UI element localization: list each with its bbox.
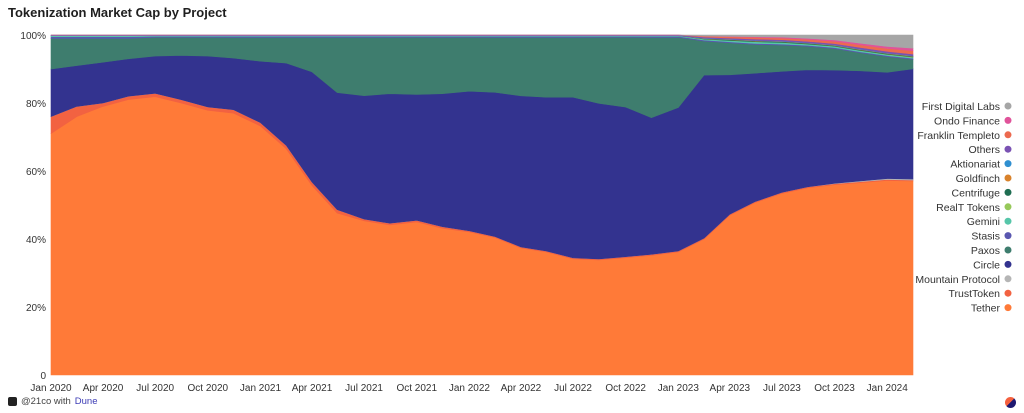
legend-swatch-icon: [1004, 275, 1012, 283]
legend-swatch-icon: [1004, 131, 1012, 139]
legend-label: Mountain Protocol: [915, 274, 1000, 286]
y-tick-label: 100%: [20, 31, 46, 42]
legend-swatch-icon: [1004, 102, 1012, 110]
legend-swatch-icon: [1004, 304, 1012, 312]
legend-item-first-digital-labs[interactable]: First Digital Labs: [922, 101, 1012, 113]
y-tick-label: 40%: [26, 235, 46, 246]
x-tick-label: Apr 2023: [710, 383, 751, 394]
footer: @21co with Dune: [8, 396, 98, 407]
x-tick-label: Jul 2023: [763, 383, 801, 394]
dune-brand-icon: [1005, 397, 1016, 408]
legend-swatch-icon: [1004, 232, 1012, 240]
area-first-digital-labs[interactable]: [51, 34, 914, 49]
x-tick-label: Jan 2024: [867, 383, 909, 394]
legend-item-stasis[interactable]: Stasis: [971, 231, 1012, 243]
x-tick-label: Oct 2023: [814, 383, 855, 394]
legend-swatch-icon: [1004, 246, 1012, 254]
x-tick-label: Oct 2021: [396, 383, 437, 394]
legend-item-goldfinch[interactable]: Goldfinch: [956, 173, 1012, 185]
legend-label: Paxos: [971, 245, 1000, 257]
legend-label: Circle: [973, 259, 1000, 271]
legend-label: Franklin Templeto: [917, 130, 1000, 142]
legend-item-tether[interactable]: Tether: [971, 303, 1012, 315]
legend-label: TrustToken: [948, 288, 1000, 300]
x-tick-label: Jul 2021: [345, 383, 383, 394]
x-tick-label: Jul 2020: [136, 383, 174, 394]
legend-label: Aktionariat: [950, 159, 1000, 171]
x-tick-label: Apr 2022: [501, 383, 542, 394]
legend-label: Tether: [971, 303, 1001, 315]
legend-swatch-icon: [1004, 145, 1012, 153]
legend-swatch-icon: [1004, 289, 1012, 297]
legend-label: Stasis: [971, 231, 1000, 243]
legend-item-circle[interactable]: Circle: [973, 259, 1012, 271]
y-tick-label: 60%: [26, 167, 46, 178]
legend-item-aktionariat[interactable]: Aktionariat: [950, 159, 1012, 171]
y-axis: 0 20% 40% 60% 80% 100%: [20, 31, 46, 382]
legend-item-centrifuge[interactable]: Centrifuge: [952, 187, 1012, 199]
legend-label: Centrifuge: [952, 187, 1001, 199]
legend-swatch-icon: [1004, 203, 1012, 211]
legend-label: Gemini: [967, 216, 1000, 228]
legend-label: Ondo Finance: [934, 115, 1000, 127]
legend-item-gemini[interactable]: Gemini: [967, 216, 1012, 228]
x-tick-label: Apr 2020: [83, 383, 124, 394]
legend-label: First Digital Labs: [922, 101, 1000, 113]
x-tick-label: Jan 2023: [658, 383, 700, 394]
legend-swatch-icon: [1004, 260, 1012, 268]
x-tick-label: Oct 2020: [188, 383, 229, 394]
legend-item-ondo-finance[interactable]: Ondo Finance: [934, 115, 1012, 127]
y-tick-label: 80%: [26, 99, 46, 110]
legend-item-paxos[interactable]: Paxos: [971, 245, 1012, 257]
legend: First Digital Labs Ondo Finance Franklin T…: [915, 101, 1012, 315]
legend-item-others[interactable]: Others: [968, 144, 1012, 156]
legend-item-franklin-templeto[interactable]: Franklin Templeto: [917, 130, 1012, 142]
x-tick-label: Jul 2022: [554, 383, 592, 394]
legend-item-trusttoken[interactable]: TrustToken: [948, 288, 1012, 300]
legend-label: Others: [968, 144, 1000, 156]
legend-item-mountain-protocol[interactable]: Mountain Protocol: [915, 274, 1012, 286]
legend-label: Goldfinch: [956, 173, 1001, 185]
x-tick-label: Jan 2021: [240, 383, 282, 394]
footer-author: @21co with: [21, 396, 71, 407]
y-tick-label: 0: [40, 371, 46, 382]
x-tick-label: Jan 2020: [30, 383, 72, 394]
x-tick-label: Oct 2022: [605, 383, 646, 394]
chart-title: Tokenization Market Cap by Project: [8, 5, 227, 20]
legend-item-realt-tokens[interactable]: RealT Tokens: [936, 202, 1012, 214]
legend-swatch-icon: [1004, 160, 1012, 168]
legend-swatch-icon: [1004, 116, 1012, 124]
y-tick-label: 20%: [26, 303, 46, 314]
legend-swatch-icon: [1004, 188, 1012, 196]
legend-swatch-icon: [1004, 217, 1012, 225]
x-axis: Jan 2020 Apr 2020 Jul 2020 Oct 2020 Jan 2021…: [30, 383, 908, 394]
dune-logo-icon: [8, 397, 17, 406]
footer-brand-link[interactable]: Dune: [74, 396, 98, 407]
x-tick-label: Apr 2021: [292, 383, 333, 394]
x-tick-label: Jan 2022: [449, 383, 491, 394]
legend-label: RealT Tokens: [936, 202, 1000, 214]
legend-swatch-icon: [1004, 174, 1012, 182]
area-series-group: [50, 34, 914, 376]
